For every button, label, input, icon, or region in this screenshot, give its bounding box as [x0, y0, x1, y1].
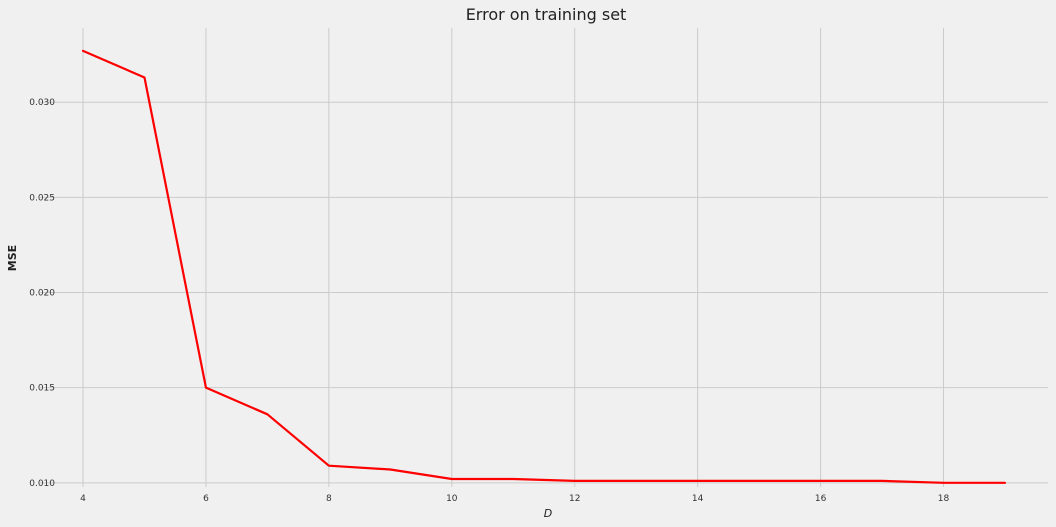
x-tick-label: 10	[446, 494, 458, 504]
series-line	[81, 49, 1007, 484]
y-tick-label: 0.010	[29, 479, 55, 489]
chart-title: Error on training set	[466, 5, 627, 24]
y-tick-label: 0.030	[29, 98, 55, 108]
grid	[40, 28, 1048, 487]
x-tick-label: 16	[815, 494, 827, 504]
tick-labels: 4 6 8 10 12 14 16 18 0.010 0.015 0.020 0.025 0.030	[29, 98, 949, 504]
x-tick-label: 4	[80, 494, 86, 504]
y-tick-label: 0.015	[29, 384, 55, 394]
x-tick-label: 12	[569, 494, 580, 504]
x-tick-label: 18	[938, 494, 950, 504]
x-tick-label: 8	[326, 494, 332, 504]
x-tick-label: 6	[203, 494, 209, 504]
series-layer	[81, 49, 1007, 484]
x-axis-label: D	[544, 507, 552, 520]
y-axis-label: MSE	[6, 245, 19, 271]
y-tick-label: 0.025	[29, 193, 55, 203]
x-tick-label: 14	[692, 494, 704, 504]
y-tick-label: 0.020	[29, 289, 55, 299]
